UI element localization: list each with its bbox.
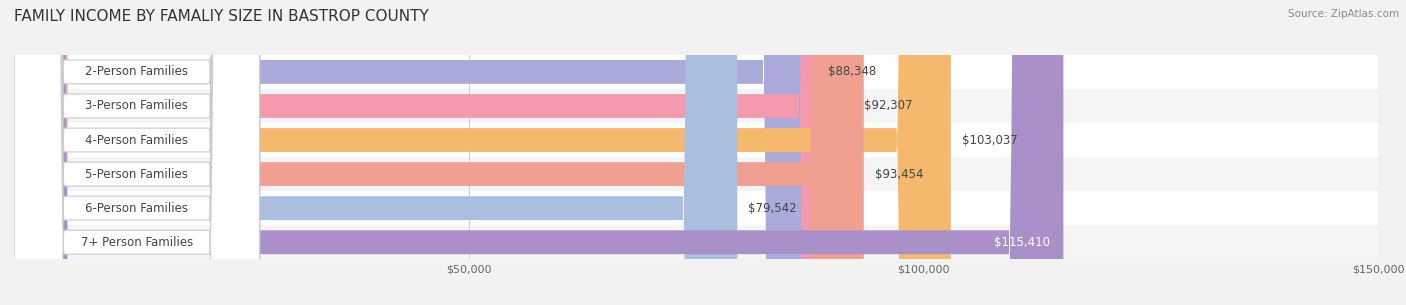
FancyBboxPatch shape xyxy=(14,0,260,305)
Text: 6-Person Families: 6-Person Families xyxy=(86,202,188,215)
Text: 5-Person Families: 5-Person Families xyxy=(86,168,188,181)
FancyBboxPatch shape xyxy=(14,123,1378,157)
FancyBboxPatch shape xyxy=(14,89,1378,123)
Text: $92,307: $92,307 xyxy=(865,99,912,113)
Text: 3-Person Families: 3-Person Families xyxy=(86,99,188,113)
Text: $115,410: $115,410 xyxy=(994,236,1050,249)
FancyBboxPatch shape xyxy=(14,0,260,305)
FancyBboxPatch shape xyxy=(14,225,1378,259)
Text: $88,348: $88,348 xyxy=(828,66,876,78)
Text: 2-Person Families: 2-Person Families xyxy=(86,66,188,78)
FancyBboxPatch shape xyxy=(14,0,260,305)
FancyBboxPatch shape xyxy=(14,0,260,305)
FancyBboxPatch shape xyxy=(14,55,1378,89)
Text: Source: ZipAtlas.com: Source: ZipAtlas.com xyxy=(1288,9,1399,19)
FancyBboxPatch shape xyxy=(14,191,1378,225)
Text: 7+ Person Families: 7+ Person Families xyxy=(80,236,193,249)
Text: $79,542: $79,542 xyxy=(748,202,797,215)
FancyBboxPatch shape xyxy=(14,0,260,305)
Text: FAMILY INCOME BY FAMALIY SIZE IN BASTROP COUNTY: FAMILY INCOME BY FAMALIY SIZE IN BASTROP… xyxy=(14,9,429,24)
FancyBboxPatch shape xyxy=(14,0,950,305)
Text: $93,454: $93,454 xyxy=(875,168,924,181)
Text: 4-Person Families: 4-Person Families xyxy=(86,134,188,146)
FancyBboxPatch shape xyxy=(14,0,260,305)
FancyBboxPatch shape xyxy=(14,0,1063,305)
FancyBboxPatch shape xyxy=(14,157,1378,191)
FancyBboxPatch shape xyxy=(14,0,737,305)
Text: $103,037: $103,037 xyxy=(962,134,1018,146)
FancyBboxPatch shape xyxy=(14,0,817,305)
FancyBboxPatch shape xyxy=(14,0,853,305)
FancyBboxPatch shape xyxy=(14,0,863,305)
